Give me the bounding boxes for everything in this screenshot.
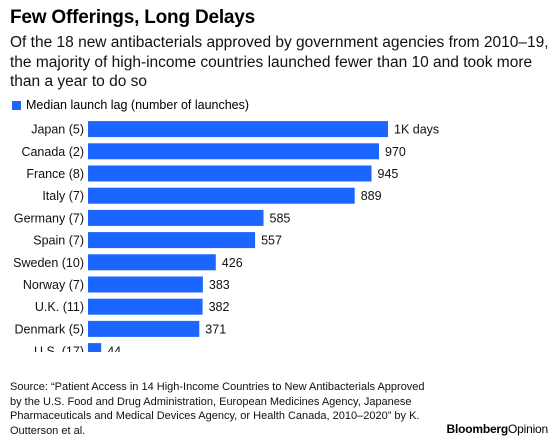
value-label: 44	[107, 345, 121, 352]
category-label: Denmark (5)	[15, 322, 84, 336]
value-label: 383	[209, 278, 230, 292]
bar	[88, 232, 256, 249]
bar	[88, 187, 355, 204]
bar	[88, 165, 372, 182]
value-label: 889	[361, 189, 382, 203]
category-label: France (8)	[26, 167, 84, 181]
bar	[88, 320, 200, 337]
brand-bold: Bloomberg	[446, 422, 509, 436]
chart-subtitle: Of the 18 new antibacterials approved by…	[10, 34, 549, 90]
chart-title: Few Offerings, Long Delays	[10, 7, 256, 28]
bar	[88, 254, 216, 271]
value-label: 585	[270, 211, 291, 225]
category-label: Japan (5)	[31, 123, 84, 137]
value-label: 945	[378, 167, 399, 181]
legend: Median launch lag (number of launches)	[12, 98, 249, 112]
category-label: U.S. (17)	[34, 345, 84, 352]
legend-label: Median launch lag (number of launches)	[26, 98, 250, 112]
category-label: Sweden (10)	[13, 256, 84, 270]
value-label: 970	[385, 145, 406, 159]
source-note: Source: “Patient Access in 14 High-Incom…	[10, 381, 425, 437]
category-label: Italy (7)	[42, 189, 84, 203]
bar	[88, 143, 379, 160]
bar	[88, 298, 203, 315]
bar	[88, 276, 203, 293]
category-label: Germany (7)	[14, 211, 84, 225]
category-label: Norway (7)	[23, 278, 84, 292]
bar	[88, 209, 264, 226]
brand-regular: Opinion	[508, 422, 548, 436]
category-label: Spain (7)	[33, 234, 84, 248]
bar-chart: Japan (5) 1K days Canada (2) 970 France (8) 9…	[13, 121, 439, 352]
value-label: 1K days	[394, 123, 439, 137]
bar	[88, 121, 388, 138]
value-label: 371	[205, 322, 226, 336]
bar	[88, 343, 102, 352]
category-label: U.K. (11)	[35, 300, 84, 314]
value-label: 382	[209, 300, 230, 314]
category-label: Canada (2)	[21, 145, 84, 159]
brand-logo: BloombergOpinion	[446, 422, 548, 436]
legend-swatch	[12, 100, 21, 110]
value-label: 426	[222, 256, 243, 270]
value-label: 557	[261, 234, 282, 248]
